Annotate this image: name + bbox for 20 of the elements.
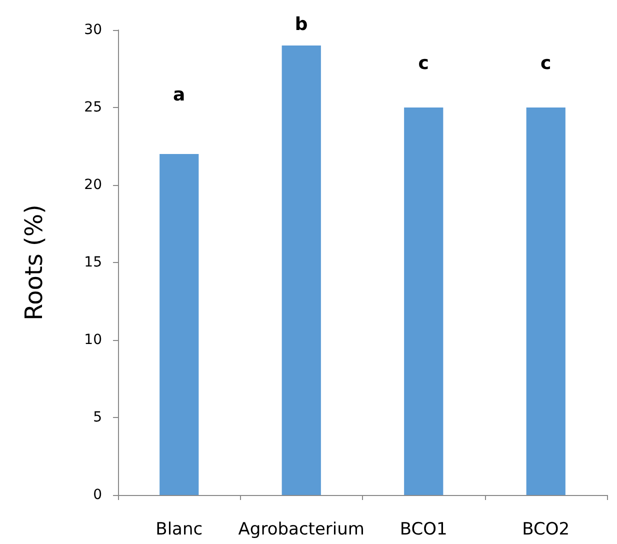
bar: [160, 154, 199, 495]
bar: [526, 108, 566, 495]
y-tick-label: 20: [84, 177, 102, 193]
bar: [282, 46, 321, 495]
annotation: b: [294, 14, 308, 35]
y-tick-label: 25: [84, 100, 102, 116]
y-axis-title: Roots (%): [20, 204, 48, 321]
x-tick-label: BCO2: [522, 520, 570, 540]
x-tick-label: Agrobacterium: [238, 520, 364, 540]
x-tick-label: Blanc: [156, 520, 203, 540]
y-tick-label: 15: [84, 254, 102, 270]
y-tick-label: 0: [93, 487, 102, 503]
annotation: c: [540, 53, 552, 74]
x-tick-label: BCO1: [400, 520, 448, 540]
y-tick-label: 30: [84, 22, 102, 38]
annotation: a: [173, 84, 186, 106]
bar: [404, 108, 444, 495]
annotation: c: [418, 53, 429, 74]
y-tick-label: 5: [93, 410, 102, 426]
y-tick-label: 10: [84, 332, 102, 348]
